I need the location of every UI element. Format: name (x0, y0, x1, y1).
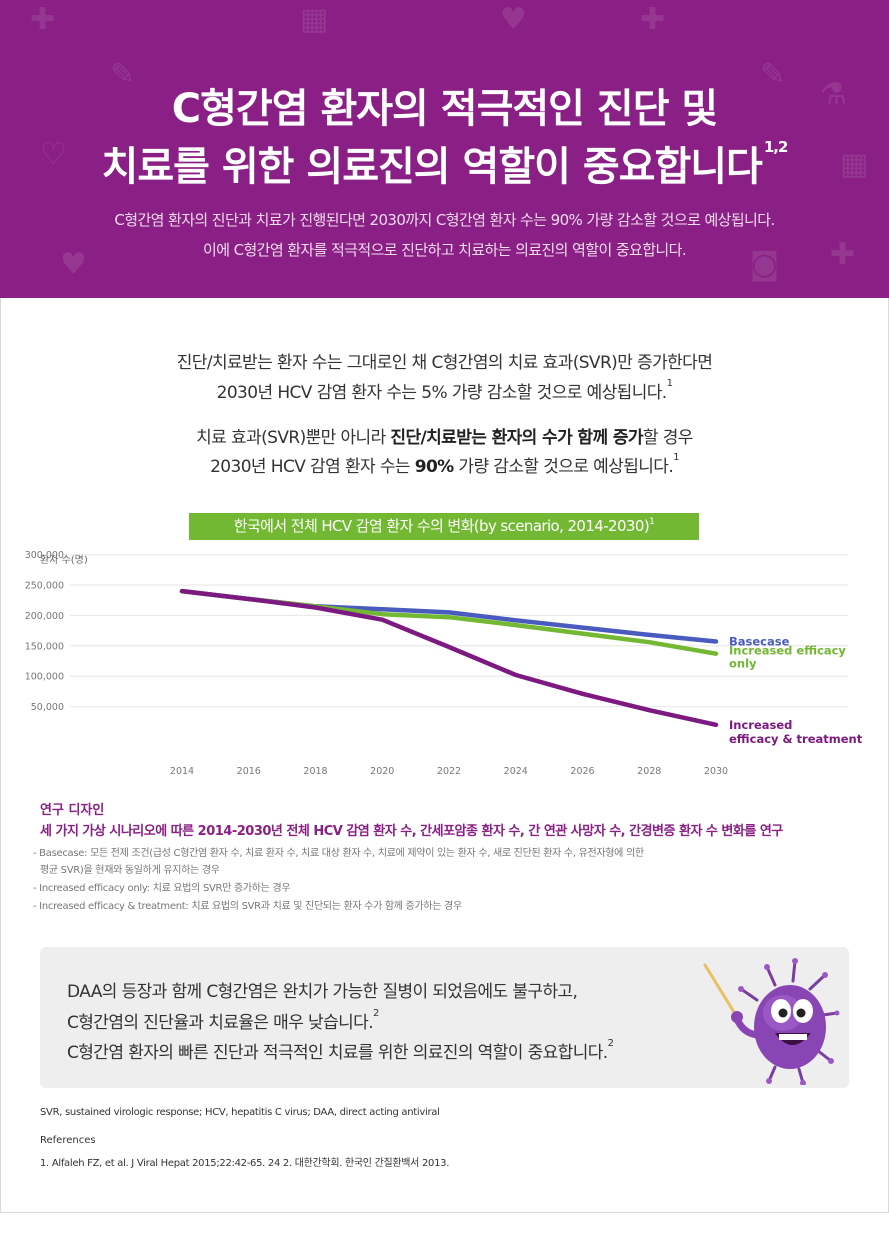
design-note-basecase: - Basecase: 모든 전제 조건(급성 C형간염 환자 수, 치료 환자… (33, 848, 644, 859)
intro-line4: 2030년 HCV 감염 환자 수는 90% 가량 감소할 것으로 예상됩니다.… (210, 452, 679, 477)
y-tick-label: 250,000 (25, 581, 64, 592)
chart-title: 한국에서 전체 HCV 감염 환자 수의 변화(by scenario, 201… (189, 513, 699, 540)
x-tick-label: 2016 (237, 766, 261, 777)
series-label: Increased efficacy (729, 644, 846, 658)
callout-box: DAA의 등장과 함께 C형간염은 완치가 가능한 질병이 되었음에도 불구하고… (40, 947, 849, 1088)
y-tick-label: 150,000 (25, 641, 64, 652)
design-note-efficacy-treatment: - Increased efficacy & treatment: 치료 요법의… (33, 901, 462, 912)
references-list: 1. Alfaleh FZ, et al. J Viral Hepat 2015… (40, 1158, 450, 1169)
pill-icon: ✚ (640, 2, 666, 37)
x-tick-label: 2030 (704, 766, 728, 777)
page-title-line1: C형간염 환자의 적극적인 진단 및 (171, 86, 718, 132)
header-banner: ✚ ✎ ♡ ⚗ ♥ ✚ ◙ ▦ ✚ ♥ ✎ ▦ C형간염 환자의 적극적인 진단… (0, 0, 889, 298)
references-heading: References (40, 1135, 96, 1146)
subtitle-line2: 이에 C형간염 환자를 적극적으로 진단하고 치료하는 의료진의 역할이 중요합… (203, 241, 687, 259)
virus-mascot-icon (703, 958, 840, 1085)
y-axis-label: 환자 수(명) (40, 554, 88, 566)
design-summary: 세 가지 가상 시나리오에 따른 2014-2030년 전체 HCV 감염 환자… (40, 824, 783, 839)
abbreviations: SVR, sustained virologic response; HCV, … (40, 1107, 440, 1118)
x-tick-label: 2020 (370, 766, 394, 777)
pencil-icon: ✎ (110, 57, 136, 92)
callout-line1: DAA의 등장과 함께 C형간염은 완치가 가능한 질병이 되었음에도 불구하고… (67, 982, 578, 1002)
pill-icon: ✚ (30, 2, 56, 37)
x-tick-label: 2014 (170, 766, 194, 777)
design-note-efficacy: - Increased efficacy only: 치료 요법의 SVR만 증… (33, 883, 291, 894)
y-tick-label: 200,000 (25, 611, 64, 622)
series-label: Basecase (729, 635, 790, 649)
intro-line2: 2030년 HCV 감염 환자 수는 5% 가량 감소할 것으로 예상됩니다.1 (216, 378, 673, 403)
camera-icon: ◙ (750, 247, 780, 282)
heart-icon: ♥ (60, 247, 87, 282)
intro-line1: 진단/치료받는 환자 수는 그대로인 채 C형간염의 치료 효과(SVR)만 증… (176, 353, 713, 373)
x-tick-label: 2026 (570, 766, 594, 777)
microscope-icon: ⚗ (820, 77, 847, 112)
line-chart: 환자 수(명) 50,000 100,000 150,000 200,000 250,00… (25, 550, 863, 777)
plus-icon: ✚ (830, 237, 856, 272)
stethoscope-icon: ♡ (40, 137, 67, 172)
title-superscript: 1,2 (763, 138, 789, 156)
subtitle-line1: C형간염 환자의 진단과 치료가 진행된다면 2030까지 C형간염 환자 수는… (114, 211, 775, 229)
x-tick-label: 2028 (637, 766, 661, 777)
callout-line2: C형간염의 진단율과 치료율은 매우 낮습니다.2 (67, 1008, 379, 1033)
heart-icon: ♥ (500, 2, 527, 37)
design-note-basecase-cont: 평균 SVR)을 현재와 동일하게 유지하는 경우 (40, 865, 220, 876)
design-heading: 연구 디자인 (40, 803, 105, 818)
x-tick-label: 2018 (303, 766, 327, 777)
x-tick-label: 2022 (437, 766, 461, 777)
series-line (179, 588, 719, 728)
series-label: only (729, 657, 757, 671)
pencil-icon: ✎ (760, 57, 786, 92)
intro-line3: 치료 효과(SVR)뿐만 아니라 진단/치료받는 환자의 수가 함께 증가할 경… (196, 428, 693, 448)
y-tick-label: 300,000 (25, 550, 64, 561)
callout-line3: C형간염 환자의 빠른 진단과 적극적인 치료를 위한 의료진의 역할이 중요합… (67, 1038, 614, 1063)
y-tick-label: 50,000 (31, 702, 64, 713)
page-title-line2: 치료를 위한 의료진의 역할이 중요합니다 1,2 (101, 138, 789, 190)
series-label: efficacy & treatment (729, 732, 863, 746)
calendar-icon: ▦ (840, 147, 869, 182)
x-tick-label: 2024 (504, 766, 528, 777)
y-tick-label: 100,000 (25, 672, 64, 683)
calendar-icon: ▦ (300, 2, 329, 37)
series-label: Increased (729, 718, 792, 732)
